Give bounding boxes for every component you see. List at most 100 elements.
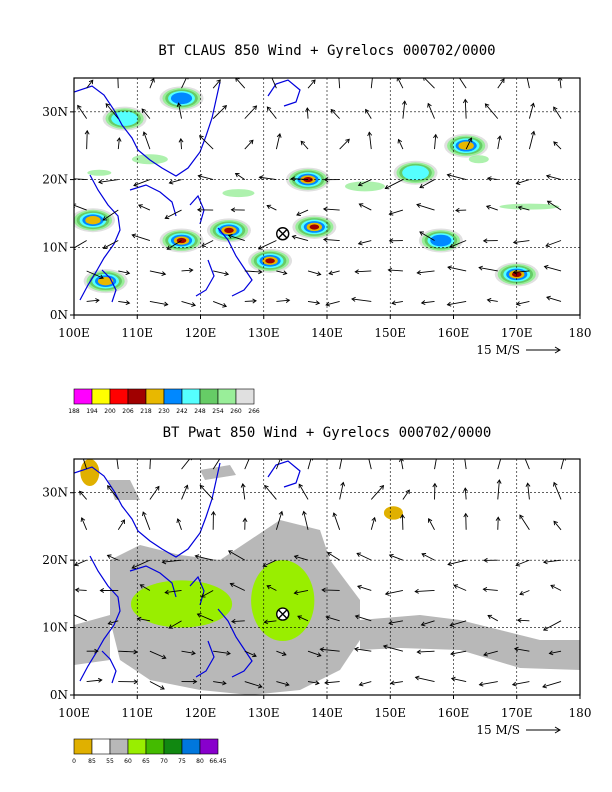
wind-arrowhead [166,245,172,250]
wind-arrowhead [550,584,556,589]
wind-arrowhead [421,553,427,558]
wind-arrowhead [248,139,254,145]
wind-arrowhead [192,679,198,685]
wind-arrow [169,179,182,184]
wind-arrowhead [196,207,202,213]
wind-arrowhead [340,481,346,487]
wind-arrow [307,459,312,470]
wind-arrowhead [497,135,502,140]
wind-arrow [107,485,119,500]
colorbar-label: 254 [212,408,224,415]
wind-arrowhead [106,554,112,559]
wind-arrowhead [252,298,257,304]
colorbar-label: 75 [178,758,186,765]
pwat-region-3 [383,506,403,520]
wind-arrow [181,78,187,89]
wind-arrowhead [419,231,424,236]
wind-arrowhead [222,105,227,110]
wind-arrowhead [416,203,421,208]
colorbar-swatch-1 [91,388,111,405]
wind-arrow [242,483,246,500]
wind-arrowhead [74,587,80,593]
coastlines [74,79,301,303]
wind-arrow [149,681,165,690]
wind-arrow [275,511,283,530]
wind-arrow [197,613,214,622]
wind-arrowhead [389,680,395,686]
wind-arrow [298,484,309,500]
y-tick-label: 0N [50,308,68,322]
coastline-7 [267,79,301,107]
wind-arrowhead [453,584,459,589]
wind-arrow [447,266,467,272]
wind-arrow [117,519,125,531]
wind-arrow [180,138,182,150]
colorbar-label: 206 [122,408,134,415]
wind-arrow [434,459,437,470]
wind-arrow [322,589,340,591]
wind-arrow [330,109,340,119]
wind-arrowhead [525,482,531,488]
wind-arrow [228,234,245,241]
wind-arrow [244,681,262,688]
wind-arrow [417,270,435,274]
wind-arrowhead [511,681,517,687]
wind-arrowhead [387,267,393,273]
wind-reference-label: 15 M/S [476,723,520,737]
wind-arrowhead [136,616,142,622]
wind-arrow [86,270,104,279]
wind-arrow [86,79,94,89]
wind-arrow [359,681,372,686]
wind-arrowhead [356,552,362,557]
x-tick-label: 170E [501,326,533,340]
wind-arrowhead [183,484,189,490]
wind-arrowhead [164,214,170,220]
wind-arrowhead [446,173,452,178]
wind-arrow [487,615,498,622]
colorbar-label: 85 [88,758,96,765]
wind-arrow [458,78,467,89]
wind-arrow [149,650,166,659]
wind-arrowhead [388,620,394,626]
wind-arrowhead [77,104,82,110]
wind-arrowhead [102,216,108,221]
wind-arrow [385,590,403,595]
blob-3 [303,176,313,183]
wind-arrow [244,650,257,657]
colorbar-swatch-6 [181,388,201,405]
wind-arrowhead [220,453,224,457]
wind-arrow [517,619,530,622]
coastline-2 [129,184,177,217]
wind-arrow [244,300,257,302]
wind-arrowhead [98,179,103,185]
wind-arrowhead [105,103,111,108]
wind-arrow [543,620,562,631]
wind-arrow [178,103,182,119]
wind-arrowhead [242,517,248,523]
wind-arrow [464,459,467,470]
wind-vectors [74,69,563,308]
wind-arrow [212,79,221,89]
wind-arrowhead [315,300,321,306]
wind-arrow [449,240,467,248]
wind-arrowhead [325,615,331,621]
wind-arrow [149,301,168,306]
x-tick-label: 140E [311,326,343,340]
wind-arrow [513,240,530,243]
wind-reference-arrowhead [554,726,561,734]
wind-arrowhead [420,621,426,627]
wind-arrow [82,459,88,470]
wind-arrow [358,240,372,245]
wind-arrowhead [513,646,519,652]
y-tick-label: 0N [50,688,68,702]
wind-arrowhead [354,269,360,275]
colorbar-swatch-8 [217,388,237,405]
colorbar-label: 55 [106,758,114,765]
coastline-0 [74,81,221,177]
field-layer [74,453,580,695]
coastline-3 [101,650,117,684]
wind-arrow [447,559,467,566]
wind-arrow [370,517,376,530]
wind-arrowhead [116,69,120,73]
wind-arrowhead [263,619,269,625]
